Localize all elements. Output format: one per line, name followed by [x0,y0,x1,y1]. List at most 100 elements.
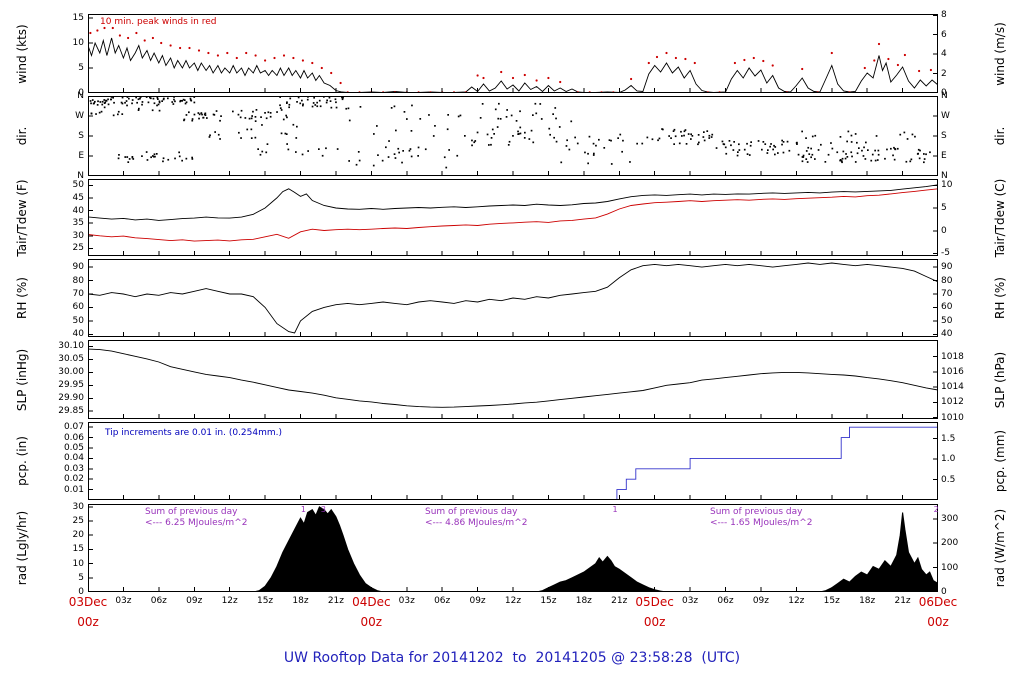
y-tick-label: 300 [941,513,959,524]
y-tick-label: 0 [78,88,84,98]
y-tick-label: N [77,91,84,101]
panel-pcp: pcp. (in) pcp. (mm) Tip increments are 0… [0,422,1024,500]
x-hour-label: 06z [717,596,734,606]
panel-tair: Tair/Tdew (F) Tair/Tdew (C) [0,178,1024,257]
y-tick-label: 1.0 [941,454,956,465]
rh-plot [88,259,938,337]
x-hour-label: 12z [221,596,238,606]
x-day-label: 03Dec 00z [68,595,108,629]
y-tick-label: 2 [941,68,947,79]
y-tick-label: 70 [941,288,953,299]
y-tick-label: 80 [72,275,84,286]
y-tick-label: 0 [78,587,84,597]
x-hour-label: 15z [256,596,274,606]
y-tick-label: 20 [72,530,84,541]
y-tick-label: 30.00 [58,367,84,378]
y-tick-label: 40 [941,329,953,340]
y-tick-label: 40 [72,329,84,340]
x-day-label: 04Dec 00z [352,595,391,629]
x-hour-label: 15z [823,596,840,606]
y-tick-label: 50 [941,315,953,326]
y-tick-label: 29.90 [58,393,84,404]
y-tick-label: 25 [72,516,84,527]
y-tick-label: 0.07 [63,422,84,433]
rad-sum-annotation-1: Sum of previous day <--- 6.25 MJoules/m^… [145,507,247,529]
y-tick-label: 0.02 [63,474,84,485]
y-tick-label: 90 [941,262,953,273]
panel-wind: wind (kts) wind (m/s) 10 min. peak winds… [0,14,1024,93]
x-hour-label: 18z [292,596,309,606]
y-tick-label: 200 [941,538,959,549]
y-tick-label: 40 [72,205,84,216]
rad-sum-annotation-3: Sum of previous day <--- 1.65 MJoules/m^… [710,507,812,529]
y-tick-label: 1014 [941,382,964,393]
rad-flag-label: 1 [612,505,618,514]
y-tick-label: 35 [72,218,84,229]
rad-sum-annotation-2: Sum of previous day <--- 4.86 MJoules/m^… [425,507,527,529]
x-hour-label: 21z [611,596,628,606]
x-day-label: 05Dec 00z [635,595,674,629]
y-tick-label: 25 [72,243,84,254]
wind-plot [88,14,938,93]
y-tick-label: 5 [78,63,84,73]
y-tick-label: 5 [78,572,84,583]
y-tick-label: 45 [72,192,84,203]
x-hour-label: 09z [469,596,486,606]
y-tick-label: 90 [72,262,84,273]
rad-flag-label: 3 [320,505,327,514]
panel-dir: dir. dir. [0,96,1024,176]
y-tick-label: 15 [72,544,84,555]
x-hour-label: 06z [150,596,167,606]
panel-rad: rad (Lgly/hr) rad (W/m^2) Sum of previou… [0,504,1024,592]
x-hour-label: 03z [115,596,132,606]
panel-rh: RH (%) RH (%) [0,259,1024,337]
y-tick-label: 60 [72,302,84,313]
y-tick-label: 1018 [941,351,964,362]
y-tick-label: 1012 [941,397,964,408]
x-hour-label: 03z [398,596,415,606]
y-tick-label: N [77,171,84,181]
y-tick-label: 80 [941,275,953,286]
x-hour-label: 09z [186,596,203,606]
rad-sum-1-line1: Sum of previous day [145,507,238,517]
y-tick-label: 8 [941,10,947,21]
tair-plot [88,179,938,256]
y-tick-label: 70 [72,288,84,299]
y-tick-label: S [941,131,947,141]
rad-plot [88,504,938,592]
y-tick-label: 10 [72,38,84,48]
y-tick-label: 29.95 [58,380,84,391]
pcp-tip-annotation: Tip increments are 0.01 in. (0.254mm.) [105,428,282,438]
y-tick-label: 5 [941,203,947,214]
y-tick-label: 100 [941,562,959,573]
y-tick-label: S [78,131,84,141]
y-tick-label: 0.03 [63,463,84,474]
y-tick-label: N [941,91,948,101]
y-tick-label: 10 [72,558,84,569]
y-tick-label: 15 [72,13,84,23]
x-hour-label: 06z [434,596,451,606]
x-hour-label: 21z [327,596,344,606]
y-tick-label: W [75,111,84,121]
chart-title: UW Rooftop Data for 20141202 to 20141205… [283,650,741,666]
wind-peak-legend: 10 min. peak winds in red [100,17,217,27]
rad-sum-3-line1: Sum of previous day [710,507,803,517]
pcp-plot [88,422,938,500]
y-tick-label: 4 [941,49,947,60]
y-tick-label: 30.05 [58,354,84,365]
x-hour-label: 09z [752,596,769,606]
y-tick-label: 1010 [941,412,964,423]
y-tick-label: 0 [941,88,947,98]
panel-slp: SLP (inHg) SLP (hPa) [0,340,1024,419]
x-hour-label: 18z [575,596,592,606]
y-tick-label: 1.5 [941,433,956,444]
y-tick-label: N [941,171,948,181]
y-tick-label: 6 [941,29,947,40]
y-tick-label: 60 [941,302,953,313]
y-tick-label: 1016 [941,366,964,377]
wind-left-axis-label: wind (kts) [15,23,29,84]
x-hour-label: 15z [540,596,557,606]
y-tick-label: 30 [72,230,84,241]
rad-sum-3-line2: <--- 1.65 MJoules/m^2 [710,518,813,528]
